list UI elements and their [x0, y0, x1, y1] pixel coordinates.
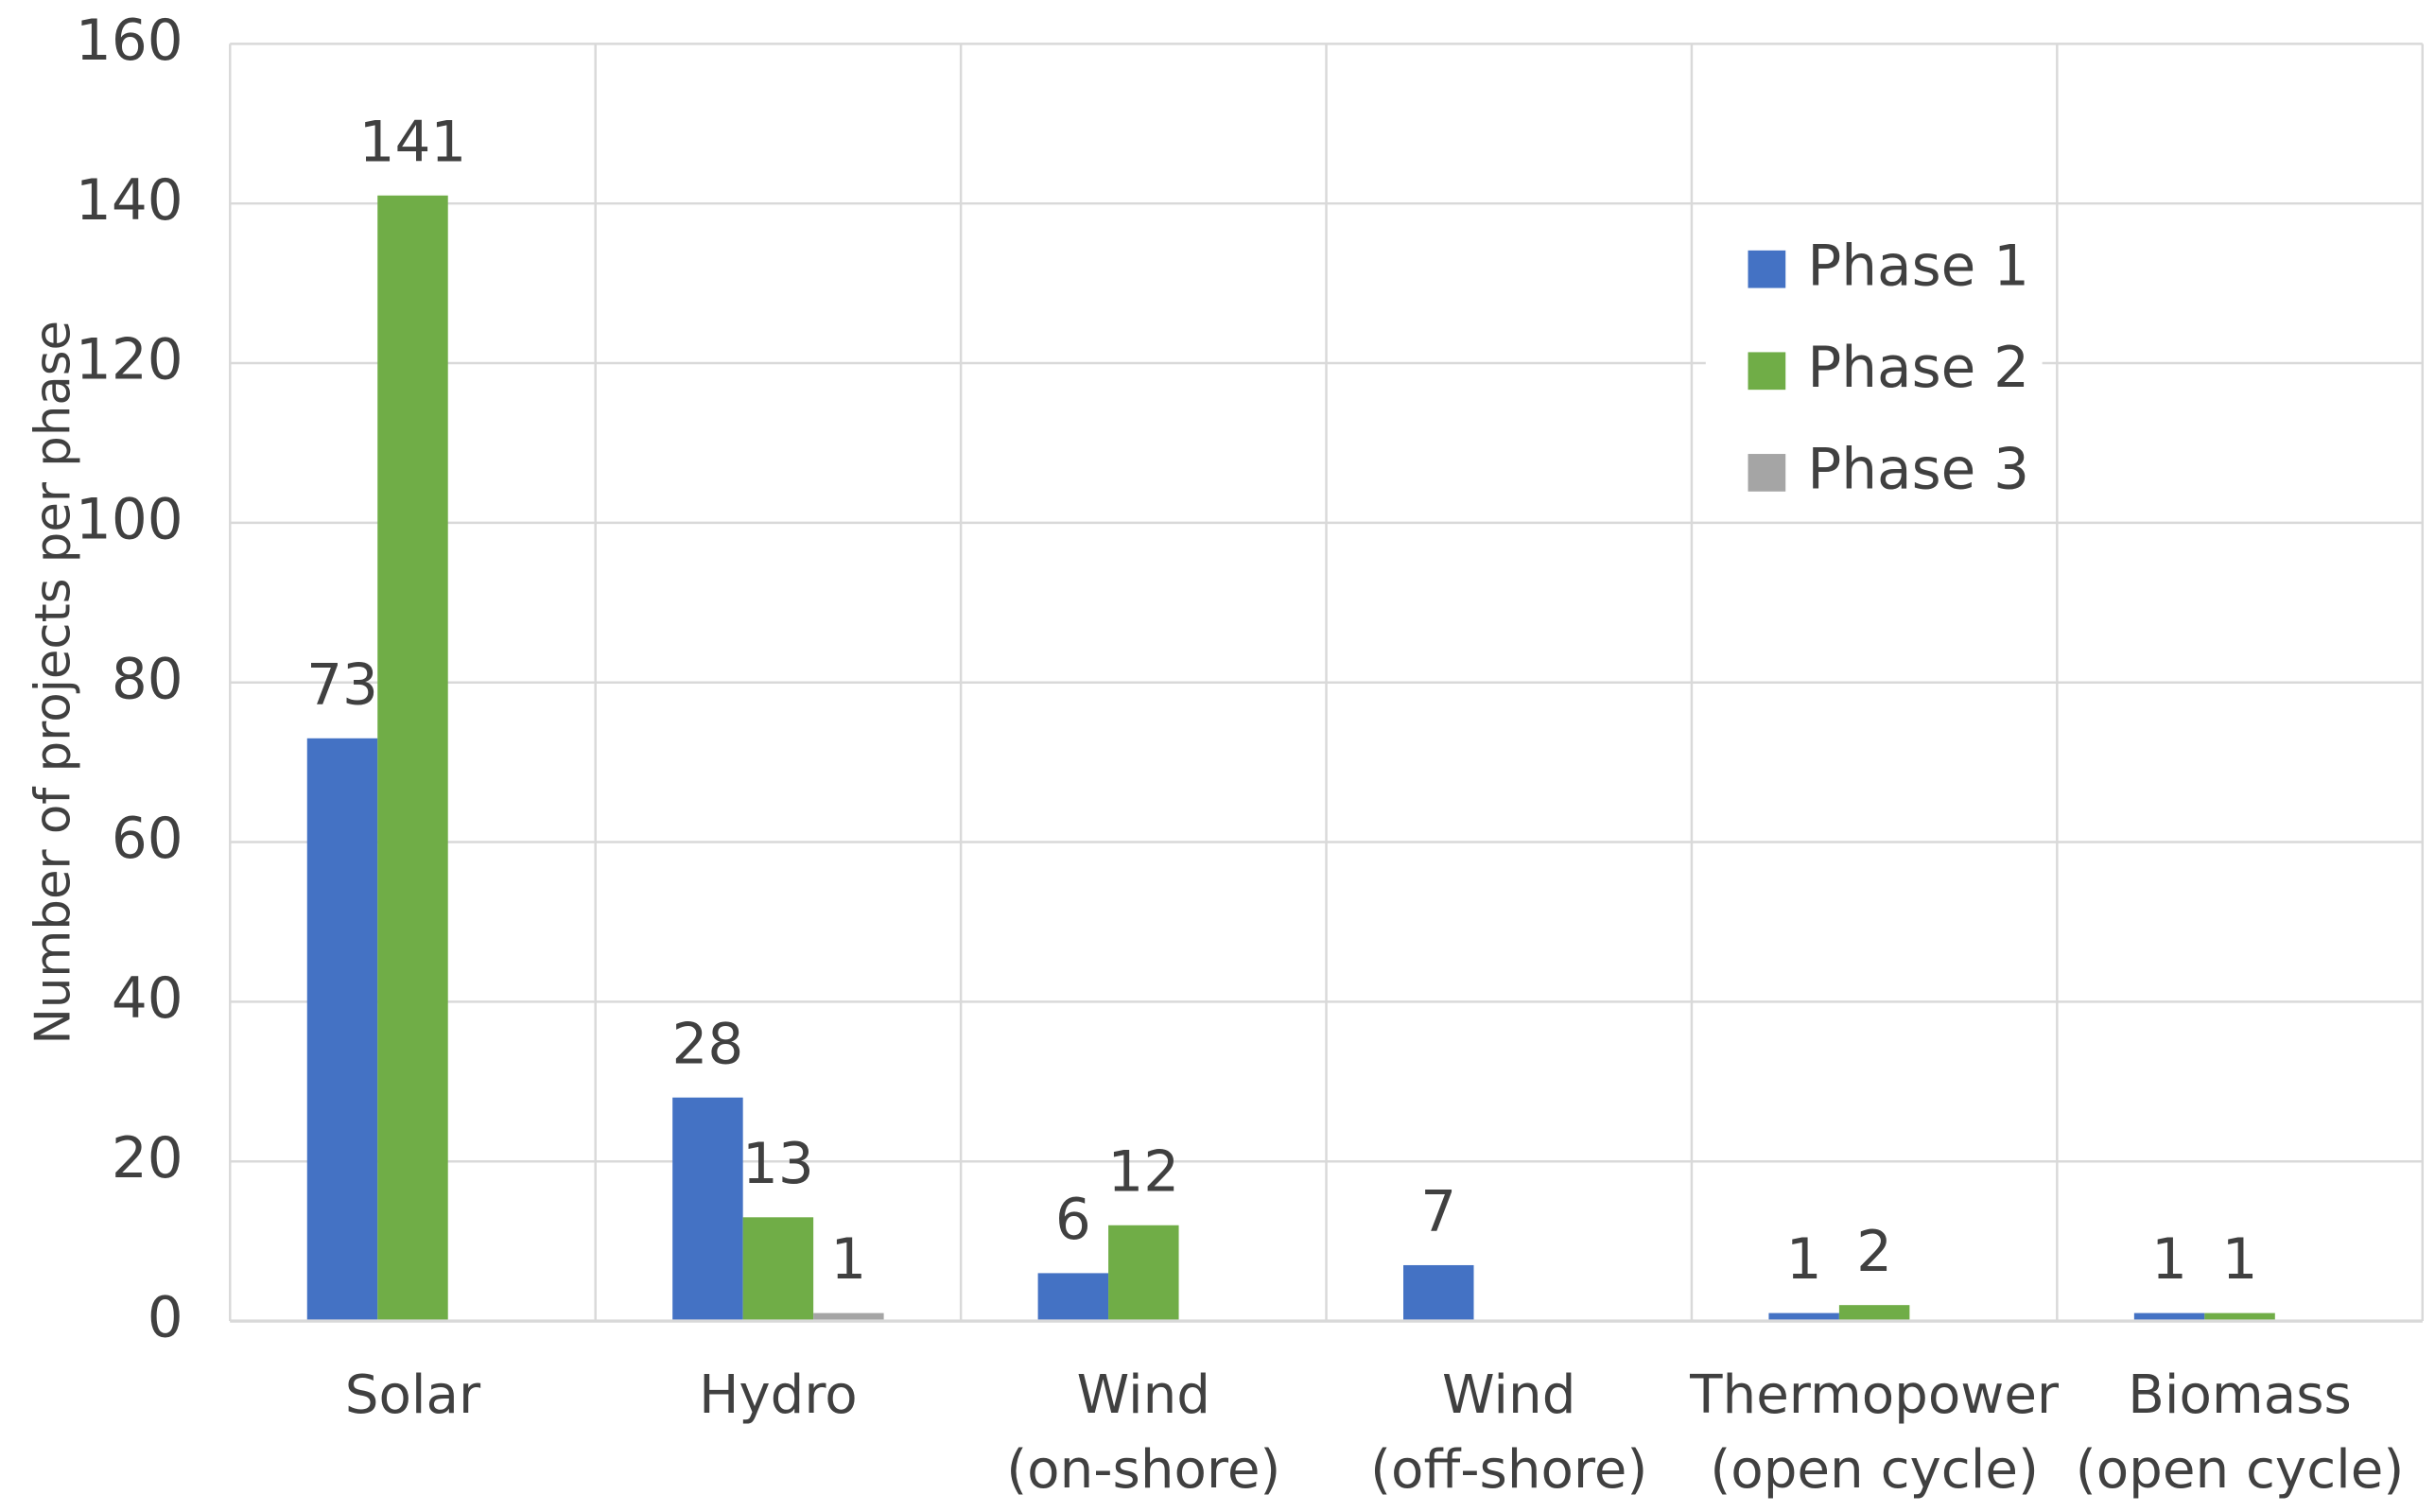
bar	[1403, 1264, 1474, 1322]
x-tick-label: Hydro	[699, 1364, 858, 1426]
legend-label: Phase 3	[1807, 437, 2029, 502]
x-tick-label: (off-shore)	[1370, 1439, 1647, 1501]
legend-label: Phase 1	[1807, 234, 2029, 299]
bar	[2133, 1312, 2205, 1322]
bar	[813, 1312, 884, 1322]
y-tick-label: 80	[112, 647, 183, 712]
grid	[229, 43, 2425, 1323]
y-tick-label: 20	[112, 1126, 183, 1191]
data-label: 7	[1420, 1180, 1456, 1245]
bar	[377, 195, 448, 1322]
x-tick-label: (open cycle)	[2076, 1439, 2405, 1501]
x-tick-label: Thermopower	[1689, 1364, 2060, 1426]
data-label: 6	[1055, 1188, 1091, 1253]
x-tick-label: (on-shore)	[1006, 1439, 1280, 1501]
x-tick-label: (open cycle)	[1710, 1439, 2039, 1501]
y-tick-label: 60	[112, 807, 183, 872]
bar	[1838, 1305, 1910, 1322]
bar	[672, 1097, 743, 1322]
bar	[2204, 1312, 2275, 1322]
x-tick-label: Wind	[1442, 1364, 1575, 1426]
data-label: 12	[1107, 1139, 1179, 1205]
bar	[1768, 1312, 1839, 1322]
y-tick-label: 140	[76, 168, 183, 234]
bar	[1108, 1225, 1179, 1322]
bar	[306, 738, 378, 1322]
y-axis-title: Number of projects per phase	[26, 321, 82, 1045]
legend-swatch	[1748, 250, 1786, 288]
data-label: 2	[1856, 1220, 1892, 1285]
y-tick-label: 100	[76, 487, 183, 552]
legend: Phase 1 Phase 2 Phase 3	[1705, 218, 2043, 520]
y-tick-label: 0	[148, 1286, 183, 1351]
data-label: 1	[2151, 1227, 2187, 1293]
legend-swatch	[1748, 454, 1786, 492]
data-label: 141	[359, 110, 467, 175]
legend-swatch	[1748, 352, 1786, 391]
data-label: 13	[742, 1132, 814, 1197]
bar	[1037, 1273, 1109, 1322]
y-tick-label: 40	[112, 966, 183, 1032]
x-tick-label: Solar	[345, 1364, 481, 1426]
bar	[742, 1217, 814, 1322]
x-tick-label: Wind	[1077, 1364, 1210, 1426]
legend-label: Phase 2	[1807, 336, 2029, 401]
data-label: 73	[306, 652, 378, 718]
data-label: 1	[2222, 1227, 2258, 1293]
data-label: 28	[672, 1012, 744, 1077]
y-tick-label: 120	[76, 328, 183, 393]
data-label: 1	[1786, 1227, 1822, 1293]
data-label: 1	[830, 1227, 866, 1293]
x-tick-label: Biomass	[2128, 1364, 2352, 1426]
y-tick-label: 160	[76, 9, 183, 74]
